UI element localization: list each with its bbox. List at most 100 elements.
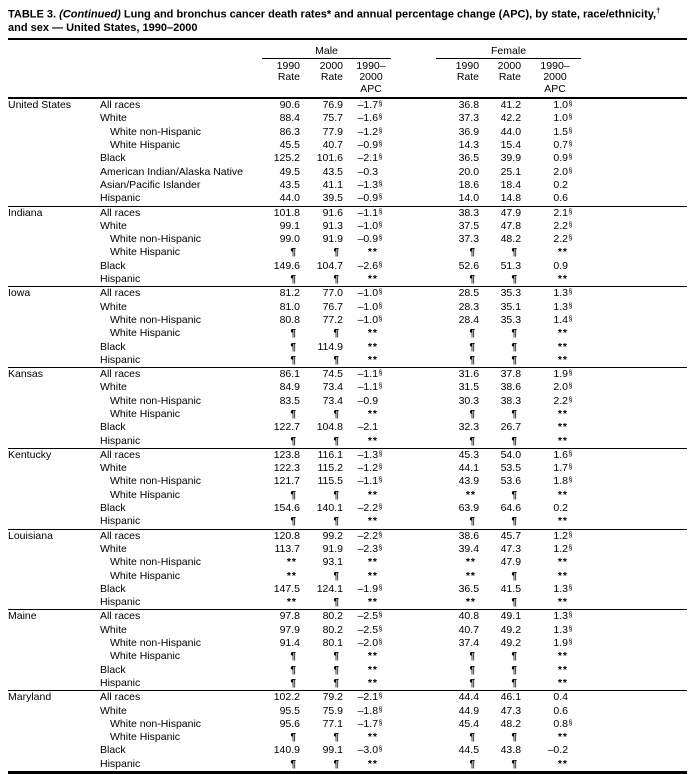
value-text: 1.2 [553, 542, 569, 555]
unreliable-apc-marker: ** [557, 421, 569, 434]
rate-cell: 15.4 [500, 139, 522, 152]
apc-cell: ** [343, 596, 391, 610]
race-ethnicity-label: Black [100, 259, 126, 272]
rate-cell: 149.6 [273, 259, 300, 272]
table-row: Black ¶ 114.9 ** ¶ ¶ ** [8, 341, 687, 354]
rate-cell: ¶ [300, 596, 343, 610]
race-ethnicity-label: Black [100, 340, 126, 353]
race-ethnicity-label: All races [100, 447, 262, 463]
significance-marker: § [378, 464, 383, 472]
table-row: Kansas All races 86.1 74.5 –1.1 § 31.6 37.8 1.9 § [8, 367, 687, 449]
spacer-cell [391, 570, 436, 583]
rate-cell: 53.6 [500, 475, 522, 488]
spacer-cell [581, 40, 687, 59]
rate-cell: 104.7 [316, 259, 343, 272]
apc-cell: ** [521, 354, 581, 368]
rate-cell: ¶ [479, 273, 521, 287]
rate-cell: ¶ [479, 731, 521, 744]
rate-cell: 80.8 [279, 313, 300, 326]
spacer-cell [391, 58, 437, 100]
significance-marker: § [378, 221, 383, 229]
apc-cell: 1.7 § [521, 462, 581, 475]
apc-cell: –2.3 § [343, 543, 391, 556]
suppressed-value-marker: ¶ [333, 247, 339, 259]
spacer-cell [581, 381, 687, 394]
rate-cell: 81.0 [279, 300, 300, 313]
rate-cell: 46.1 [479, 690, 522, 705]
rate-cell: ¶ [262, 246, 300, 259]
rate-cell: 44.5 [458, 744, 480, 757]
rate-cell: 14.0 [458, 192, 480, 205]
apc-cell: –1.2 § [343, 126, 391, 139]
spacer-cell [391, 233, 436, 246]
apc-cell: 1.2 § [521, 543, 581, 556]
rate-cell: ¶ [479, 341, 521, 354]
spacer-cell [391, 273, 436, 287]
rate-cell: 86.3 [279, 125, 300, 138]
col-header-metric: Rate [320, 71, 343, 84]
rate-cell: 35.3 [500, 313, 522, 326]
significance-marker: § [568, 370, 573, 378]
race-ethnicity-label: Hispanic [100, 273, 141, 286]
rate-cell: ¶ [262, 650, 300, 663]
rate-cell: 97.8 [262, 609, 300, 624]
apc-cell: –1.7 § [343, 718, 391, 731]
apc-cell: –0.3 [357, 165, 379, 178]
rate-cell: 14.8 [500, 192, 522, 205]
significance-marker: § [568, 584, 573, 592]
spacer-cell [581, 233, 687, 246]
unreliable-apc-marker: ** [557, 246, 569, 259]
rate-cell: 44.1 [458, 462, 480, 475]
rate-cell: ¶ [479, 489, 521, 502]
value-text: –2.2 [357, 529, 379, 542]
female-group-header: Female [436, 39, 582, 59]
significance-marker: § [378, 370, 383, 378]
spacer-cell [391, 192, 436, 206]
rate-cell: 99.2 [300, 528, 343, 543]
rate-cell: ¶ [436, 650, 479, 663]
apc-cell: 1.0 § [521, 97, 582, 113]
significance-marker: § [378, 141, 383, 149]
apc-cell: ** [521, 570, 581, 583]
spacer-cell [391, 502, 436, 515]
rate-cell: ¶ [436, 246, 479, 259]
unreliable-apc-marker: ** [557, 556, 569, 569]
significance-marker: § [568, 719, 573, 727]
spacer-cell [581, 112, 687, 125]
value-text: –2.1 [357, 152, 379, 165]
table-row: Kentucky All races 123.8 116.1 –1.3 § 45.3 54.0… [8, 447, 687, 530]
value-text: 2.1 [553, 206, 569, 219]
table-row: White 95.5 75.9 –1.8 § 44.9 47.3 0.6 [8, 705, 687, 718]
suppressed-value-marker: ¶ [290, 664, 296, 676]
suppressed-value-marker: ¶ [511, 328, 518, 340]
rate-cell: 74.5 [300, 367, 343, 382]
rate-cell: 125.2 [273, 152, 300, 165]
apc-cell: –1.1 § [343, 475, 391, 488]
spacer-cell [581, 570, 687, 583]
unreliable-apc-marker: ** [367, 353, 379, 366]
rate-cell: 101.6 [316, 152, 343, 165]
rate-cell: ¶ [436, 758, 479, 773]
value-text: –0.9 [357, 139, 379, 152]
unreliable-apc-marker: ** [367, 663, 379, 676]
table-row: Iowa All races 81.2 77.0 –1.0 § 28.5 35.3 1.3 § [8, 286, 687, 368]
suppressed-value-marker: ¶ [469, 341, 476, 353]
rate-cell: ¶ [262, 408, 300, 421]
spacer-cell [391, 596, 436, 610]
rate-cell: 47.3 [500, 542, 522, 555]
rate-cell: 51.3 [500, 259, 522, 272]
spacer-cell [391, 220, 436, 233]
rate-cell: ¶ [300, 489, 343, 502]
rate-cell: ¶ [262, 354, 300, 368]
apc-cell: 0.2 [553, 502, 569, 515]
unreliable-apc-marker: ** [557, 488, 569, 501]
spacer-cell [581, 489, 687, 502]
suppressed-value-marker: ¶ [290, 758, 296, 770]
race-ethnicity-label: White [100, 704, 127, 717]
rate-cell: ¶ [436, 677, 479, 691]
unreliable-apc-marker: ** [557, 515, 569, 528]
race-ethnicity-label: White Hispanic [110, 731, 181, 744]
col-header-metric: APC [544, 82, 566, 95]
spacer-cell [391, 40, 436, 59]
spacer-cell [391, 286, 437, 301]
